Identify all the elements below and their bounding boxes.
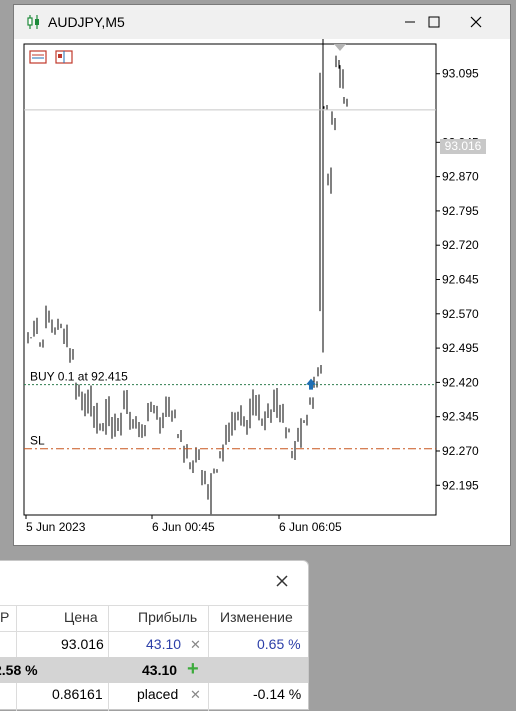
candlestick-icon — [27, 15, 39, 29]
price-tick-label: 92.870 — [442, 170, 479, 184]
price-axis: 93.09592.94592.87092.79592.72092.64592.5… — [436, 67, 479, 492]
trade-levels-icon[interactable] — [55, 50, 73, 64]
current-price-tag: 93.016 — [440, 139, 486, 154]
time-tick-label: 5 Jun 2023 — [26, 520, 86, 534]
price-tick-label: 92.570 — [442, 307, 479, 321]
chart-shift-marker — [334, 44, 346, 51]
toolbox-panel: Р Цена Прибыль Изменение 93.016 43.10 ✕ … — [0, 560, 309, 711]
maximize-button[interactable] — [414, 9, 454, 35]
title-bar[interactable]: AUDJPY,M5 — [14, 5, 510, 39]
time-axis: 5 Jun 2023 6 Jun 00:45 6 Jun 06:05 — [25, 515, 342, 534]
buy-order-label: BUY 0.1 at 92.415 — [30, 370, 128, 384]
row-change: 0.65 % — [257, 636, 301, 652]
buy-arrow-icon — [306, 378, 316, 390]
row-price: 0.86161 — [52, 686, 103, 702]
price-tick-label: 92.420 — [442, 375, 479, 389]
row-profit: 43.10 — [146, 636, 182, 652]
row-change: -0.14 % — [253, 686, 302, 702]
close-position-button[interactable]: ✕ — [190, 637, 201, 652]
price-tick-label: 93.095 — [442, 67, 479, 81]
price-chart[interactable]: BUY 0.1 at 92.415 SL 93.09592.94592.8709… — [14, 39, 510, 545]
header-top-border — [0, 605, 308, 606]
close-button[interactable] — [456, 9, 496, 35]
close-icon — [276, 575, 288, 587]
plot-frame — [23, 43, 437, 516]
price-tick-label: 92.270 — [442, 444, 479, 458]
col-header-profit[interactable]: Прибыль — [138, 609, 198, 625]
price-tick-label: 92.195 — [442, 478, 479, 492]
summary-percent: 2.58 % — [0, 662, 38, 678]
chart-area[interactable]: BUY 0.1 at 92.415 SL 93.09592.94592.8709… — [14, 39, 510, 545]
price-tick-label: 92.345 — [442, 410, 479, 424]
summary-profit: 43.10 — [142, 662, 178, 678]
maximize-icon — [428, 16, 440, 28]
cancel-order-button[interactable]: ✕ — [190, 687, 201, 702]
price-tick-label: 92.495 — [442, 341, 479, 355]
col-header-change[interactable]: Изменение — [220, 609, 293, 625]
col-header-p[interactable]: Р — [0, 609, 10, 625]
stop-loss-label: SL — [30, 434, 45, 448]
one-click-trading-icon[interactable] — [29, 50, 47, 64]
price-tick-label: 92.720 — [442, 238, 479, 252]
close-icon — [470, 16, 482, 28]
row-divider — [0, 631, 308, 632]
panel-close-button[interactable] — [270, 569, 294, 593]
price-tick-label: 92.795 — [442, 204, 479, 218]
time-tick-label: 6 Jun 06:05 — [279, 520, 342, 534]
time-tick-label: 6 Jun 00:45 — [152, 520, 215, 534]
minimize-button[interactable] — [390, 9, 430, 35]
window-title: AUDJPY,M5 — [48, 14, 125, 30]
summary-row — [0, 657, 308, 683]
add-icon[interactable]: + — [187, 658, 199, 680]
row-profit: placed — [137, 686, 179, 702]
minimize-icon — [405, 21, 415, 23]
chart-window: AUDJPY,M5 — [13, 4, 511, 546]
price-bars — [27, 39, 348, 515]
row-price: 93.016 — [61, 636, 104, 652]
col-header-price[interactable]: Цена — [64, 609, 98, 625]
price-tick-label: 92.645 — [442, 273, 479, 287]
